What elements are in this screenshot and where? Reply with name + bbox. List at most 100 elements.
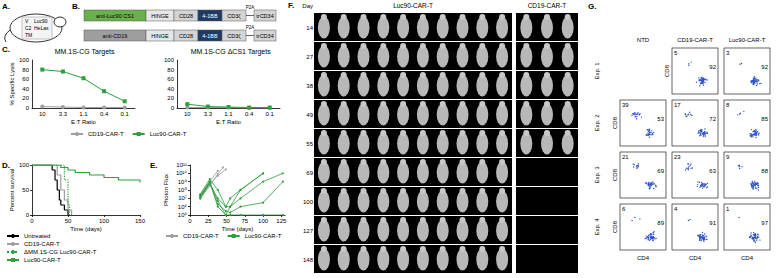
svg-text:17: 17 — [674, 102, 681, 108]
svg-text:92: 92 — [761, 64, 768, 70]
svg-text:0: 0 — [26, 212, 30, 218]
svg-text:97: 97 — [761, 220, 768, 226]
svg-text:% Specific Lysis: % Specific Lysis — [9, 62, 15, 105]
svg-text:10: 10 — [184, 111, 191, 117]
svg-text:0: 0 — [171, 105, 175, 111]
svg-text:1.1: 1.1 — [79, 111, 88, 117]
svg-text:10⁶: 10⁶ — [178, 204, 188, 210]
svg-text:Time (days): Time (days) — [222, 226, 253, 232]
svg-text:Exp. 2: Exp. 2 — [594, 114, 600, 132]
svg-text:75: 75 — [241, 218, 248, 224]
svg-text:NTD: NTD — [637, 37, 650, 43]
svg-text:CD8: CD8 — [612, 116, 618, 129]
svg-text:Exp. 4: Exp. 4 — [594, 218, 600, 236]
svg-text:0: 0 — [30, 218, 34, 224]
svg-text:53: 53 — [657, 116, 664, 122]
svg-text:D.: D. — [2, 161, 10, 170]
svg-text:100: 100 — [19, 57, 30, 63]
svg-text:0.4: 0.4 — [100, 111, 109, 117]
svg-text:63: 63 — [709, 168, 716, 174]
svg-text:CD19-CAR-T: CD19-CAR-T — [24, 241, 60, 247]
svg-text:85: 85 — [761, 116, 768, 122]
svg-text:Luc90-CAR-T: Luc90-CAR-T — [729, 37, 766, 43]
svg-text:Time (days): Time (days) — [70, 226, 101, 232]
svg-text:40: 40 — [167, 86, 174, 92]
svg-text:20: 20 — [167, 95, 174, 101]
svg-text:10⁸: 10⁸ — [178, 187, 188, 193]
svg-text:39: 39 — [622, 102, 629, 108]
svg-text:40: 40 — [22, 86, 29, 92]
svg-text:Exp. 3: Exp. 3 — [594, 166, 600, 184]
svg-text:69: 69 — [306, 170, 313, 176]
svg-text:CD19-CAR-T: CD19-CAR-T — [677, 37, 713, 43]
svg-text:14: 14 — [306, 25, 313, 31]
svg-text:E:T Ratio: E:T Ratio — [216, 119, 242, 125]
svg-text:100: 100 — [303, 199, 314, 205]
svg-text:10⁹: 10⁹ — [178, 179, 188, 185]
svg-text:G.: G. — [588, 2, 596, 11]
svg-text:0: 0 — [26, 105, 30, 111]
svg-text:0.1: 0.1 — [266, 111, 275, 117]
svg-text:100: 100 — [164, 57, 175, 63]
svg-text:CD19-CAR-T: CD19-CAR-T — [528, 2, 567, 9]
svg-text:100: 100 — [99, 218, 110, 224]
svg-text:125: 125 — [276, 218, 287, 224]
svg-text:TM: TM — [25, 32, 32, 38]
svg-text:HINGE: HINGE — [151, 13, 169, 19]
svg-text:4-1BB: 4-1BB — [202, 13, 218, 19]
svg-text:100: 100 — [258, 218, 269, 224]
svg-text:CD4: CD4 — [689, 255, 702, 261]
svg-text:Exp. 1: Exp. 1 — [594, 62, 600, 80]
svg-text:91: 91 — [709, 220, 716, 226]
svg-text:CD4: CD4 — [637, 255, 650, 261]
svg-text:23: 23 — [674, 154, 681, 160]
svg-text:Day: Day — [302, 3, 313, 9]
svg-text:Luc90-CAR-T: Luc90-CAR-T — [245, 233, 282, 239]
svg-text:0.1: 0.1 — [121, 111, 130, 117]
svg-text:HINGE: HINGE — [151, 33, 169, 39]
svg-text:6: 6 — [622, 206, 626, 212]
svg-text:50: 50 — [22, 187, 29, 193]
svg-text:72: 72 — [709, 116, 716, 122]
svg-text:20: 20 — [22, 95, 29, 101]
svg-text:27: 27 — [306, 54, 313, 60]
svg-text:10: 10 — [39, 111, 46, 117]
svg-text:10¹⁰: 10¹⁰ — [176, 170, 188, 176]
svg-text:CD8: CD8 — [612, 220, 618, 233]
svg-text:38: 38 — [306, 83, 313, 89]
svg-text:88: 88 — [761, 168, 768, 174]
svg-text:P2A: P2A — [246, 25, 255, 30]
svg-text:CD8: CD8 — [612, 168, 618, 181]
svg-text:anti-CD19: anti-CD19 — [103, 33, 128, 39]
svg-text:50: 50 — [223, 218, 230, 224]
svg-text:E:T Ratio: E:T Ratio — [71, 119, 97, 125]
svg-text:CD28: CD28 — [179, 33, 193, 39]
svg-text:Luc90: Luc90 — [34, 18, 48, 24]
svg-text:50: 50 — [65, 218, 72, 224]
svg-text:3: 3 — [726, 50, 730, 56]
svg-text:150: 150 — [135, 218, 146, 224]
svg-text:MM.1S-CG Targets: MM.1S-CG Targets — [55, 48, 115, 56]
svg-text:Luc90-CAR-T: Luc90-CAR-T — [393, 2, 433, 9]
svg-text:Percent survival: Percent survival — [9, 169, 15, 212]
svg-text:CD4: CD4 — [741, 255, 754, 261]
svg-text:10⁷: 10⁷ — [178, 195, 187, 201]
svg-text:21: 21 — [622, 154, 629, 160]
svg-text:100: 100 — [19, 162, 30, 168]
svg-text:3.3: 3.3 — [204, 111, 213, 117]
svg-text:CD28: CD28 — [179, 13, 193, 19]
svg-text:B.: B. — [72, 2, 80, 11]
svg-text:trCD34: trCD34 — [256, 33, 273, 39]
svg-text:0: 0 — [188, 218, 192, 224]
svg-text:C.: C. — [2, 45, 10, 54]
svg-text:10¹¹: 10¹¹ — [176, 162, 187, 168]
svg-text:CD3ζ: CD3ζ — [227, 13, 241, 20]
svg-text:10⁵: 10⁵ — [178, 212, 188, 218]
svg-text:5: 5 — [674, 50, 678, 56]
svg-text:25: 25 — [205, 218, 212, 224]
svg-text:3.3: 3.3 — [59, 111, 68, 117]
svg-text:4: 4 — [674, 206, 678, 212]
svg-text:F.: F. — [288, 1, 294, 10]
svg-text:80: 80 — [167, 67, 174, 73]
svg-text:0.4: 0.4 — [245, 111, 254, 117]
